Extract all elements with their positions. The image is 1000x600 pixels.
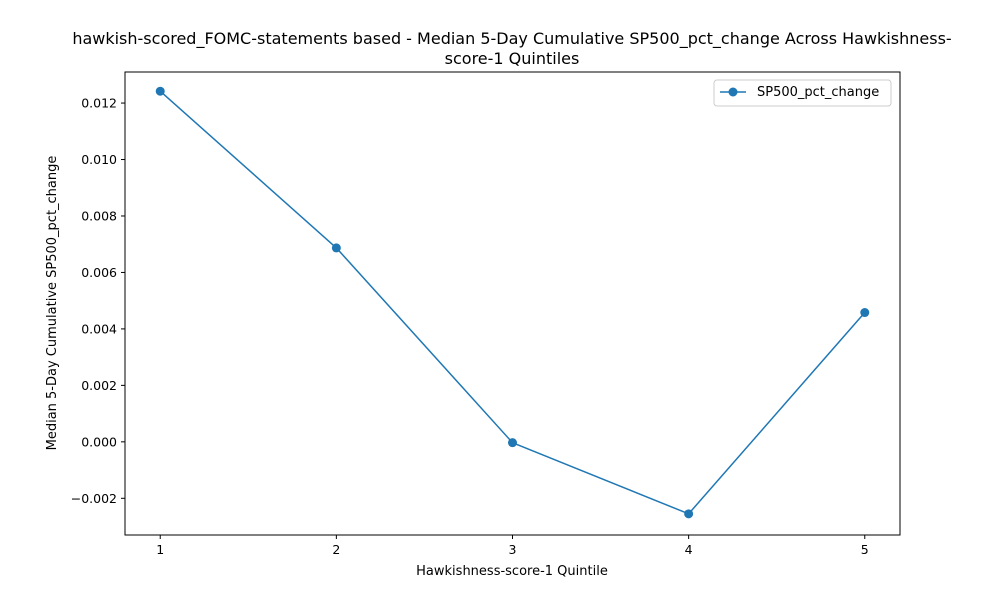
legend-marker-sample: [728, 87, 738, 97]
y-tick-label: 0.004: [81, 321, 117, 336]
y-tick-label: 0.010: [81, 152, 117, 167]
data-point: [155, 86, 165, 96]
data-point: [508, 438, 517, 448]
y-tick-label: 0.000: [81, 434, 117, 449]
legend: SP500_pct_change: [713, 79, 892, 107]
y-tick-label: 0.008: [81, 208, 117, 223]
data-point: [860, 308, 870, 318]
x-axis-label: Hawkishness-score-1 Quintile: [416, 564, 608, 579]
x-tick-label: 1: [156, 542, 164, 557]
y-tick-label: 0.002: [81, 378, 117, 393]
legend-box: [713, 79, 892, 107]
x-tick-label: 2: [332, 542, 340, 557]
series-layer: [155, 86, 870, 519]
legend-entry-label: SP500_pct_change: [757, 85, 879, 100]
chart-title-line-2: score-1 Quintiles: [445, 49, 580, 68]
data-point: [331, 243, 341, 253]
y-tick-label: 0.006: [81, 265, 117, 280]
y-axis-ticks: −0.002 0.000 0.002 0.004 0.006 0.008 0.010 0.01…: [71, 96, 125, 506]
chart-title-line-1: hawkish-scored_FOMC-statements based - M…: [72, 29, 951, 49]
x-axis-ticks: 1 2 3 4 5: [156, 535, 869, 557]
data-point: [684, 509, 694, 519]
y-tick-label: −0.002: [71, 491, 117, 506]
y-axis-label: Median 5-Day Cumulative SP500_pct_change: [45, 156, 60, 451]
x-tick-label: 3: [509, 542, 517, 557]
x-tick-label: 5: [861, 542, 869, 557]
x-tick-label: 4: [685, 542, 693, 557]
y-tick-label: 0.012: [81, 96, 117, 111]
